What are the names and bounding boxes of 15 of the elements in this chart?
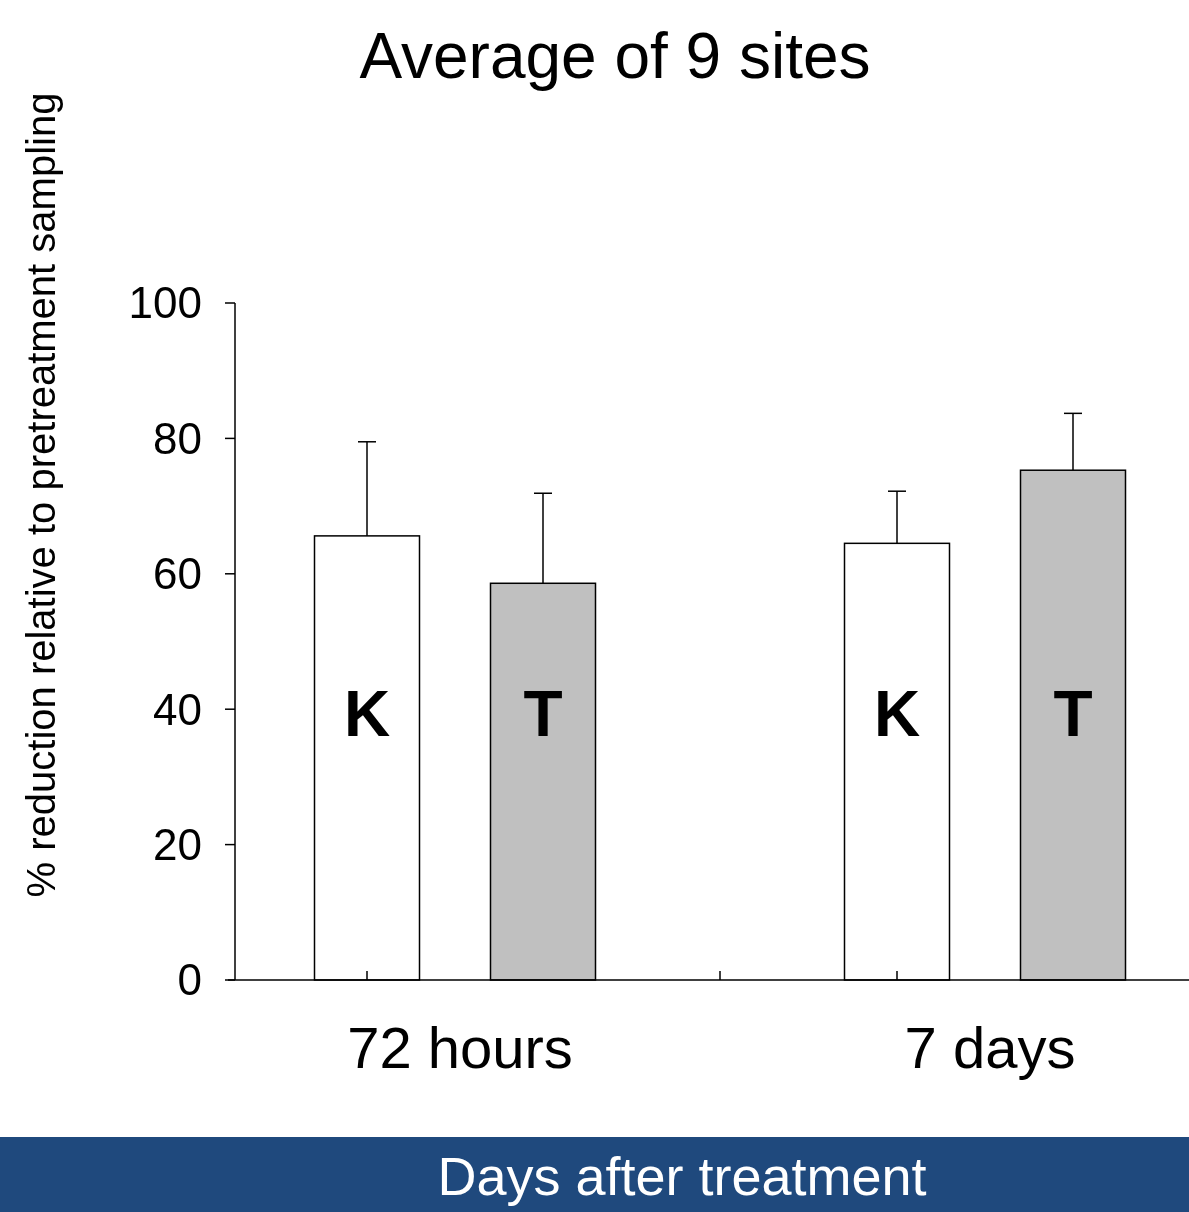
series-label: T bbox=[523, 678, 563, 751]
x-tick-label: 7 days bbox=[904, 1015, 1076, 1080]
chart-title: Average of 9 sites bbox=[359, 20, 871, 92]
series-label: K bbox=[343, 678, 391, 751]
y-tick-label: 80 bbox=[153, 413, 202, 463]
y-tick-label: 40 bbox=[153, 684, 202, 734]
y-axis-title: % reduction relative to pretreatment sampling bbox=[19, 92, 63, 898]
text: K bbox=[873, 678, 921, 751]
y-tick-label: 100 bbox=[128, 278, 202, 328]
y-tick-label: 20 bbox=[153, 820, 202, 869]
text: T bbox=[1053, 678, 1093, 751]
y-tick-label: 0 bbox=[177, 955, 202, 1005]
x-axis-title: Days after treatment bbox=[437, 1146, 927, 1206]
x-tick-label: 72 hours bbox=[347, 1015, 573, 1080]
y-tick-label: 60 bbox=[153, 549, 202, 599]
